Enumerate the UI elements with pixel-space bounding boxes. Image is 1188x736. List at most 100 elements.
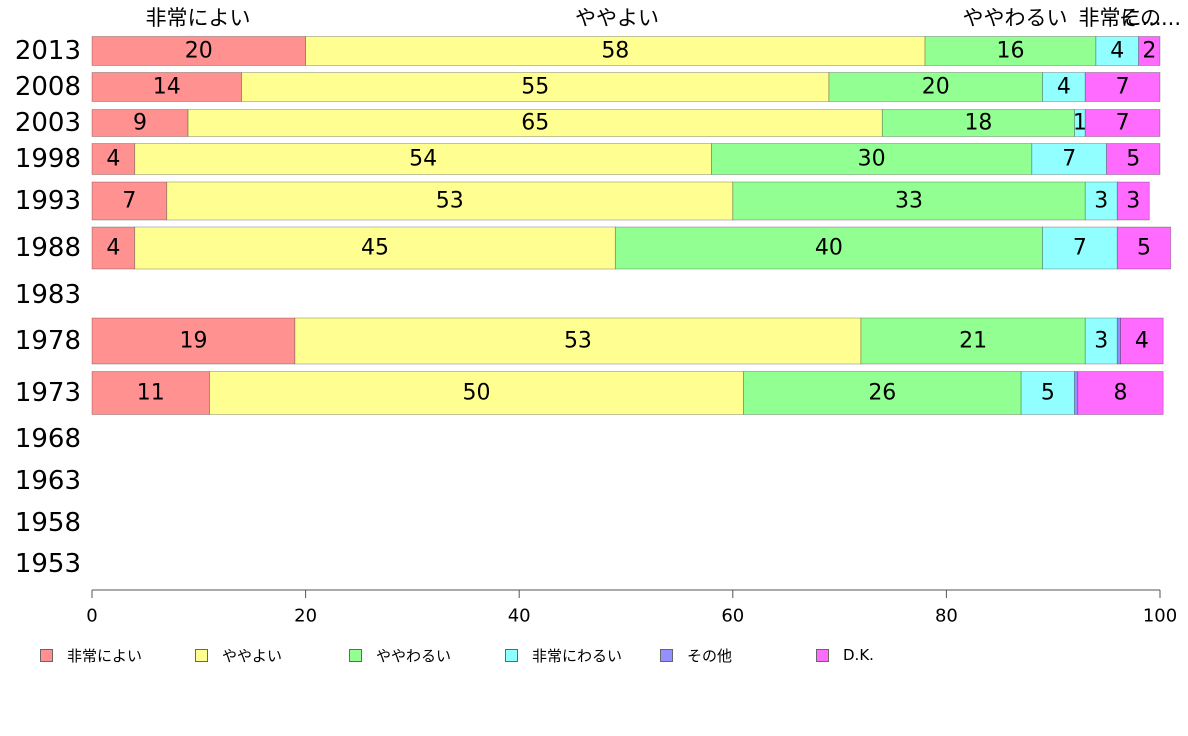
x-tick-label: 40 bbox=[508, 606, 531, 627]
bar-segment bbox=[1116, 226, 1172, 270]
bar-value-label: 4 bbox=[106, 236, 120, 261]
bar-segment bbox=[732, 181, 1086, 221]
bar-value-label: 30 bbox=[858, 147, 886, 172]
bar-segment bbox=[1084, 109, 1161, 137]
bar-segment bbox=[711, 143, 1033, 175]
bar-segment bbox=[1042, 226, 1118, 270]
legend-item: その他 bbox=[660, 644, 732, 666]
y-tick-label: 1993 bbox=[15, 186, 81, 216]
legend-swatch bbox=[505, 648, 518, 662]
y-tick-label: 1968 bbox=[15, 424, 81, 454]
bar-value-label: 7 bbox=[1116, 111, 1130, 136]
bar-value-label: 3 bbox=[1094, 189, 1108, 214]
bar-segment bbox=[91, 317, 296, 365]
bar-value-label: 5 bbox=[1041, 381, 1055, 406]
bar-segment bbox=[1074, 371, 1079, 415]
bar-value-label: 2 bbox=[1142, 39, 1156, 64]
bar-segment bbox=[1020, 371, 1075, 415]
top-category-label: その... bbox=[1119, 6, 1181, 30]
y-tick-label: 1963 bbox=[15, 466, 81, 496]
y-tick-label: 2013 bbox=[15, 36, 81, 66]
bar-value-label: 7 bbox=[1062, 147, 1076, 172]
top-category-label: 非常によい bbox=[146, 6, 251, 30]
bar-value-label: 8 bbox=[1113, 381, 1127, 406]
bar-value-label: 55 bbox=[521, 75, 549, 100]
bar-value-label: 4 bbox=[1057, 75, 1071, 100]
bar-segment bbox=[1084, 181, 1118, 221]
bar-value-label: 11 bbox=[137, 381, 165, 406]
bar-segment bbox=[91, 72, 242, 102]
bar-segment bbox=[1077, 371, 1164, 415]
legend-label: ややわるい bbox=[376, 646, 452, 665]
bar-value-label: 7 bbox=[122, 189, 136, 214]
bar-value-label: 19 bbox=[179, 329, 207, 354]
bar-segment bbox=[1138, 36, 1161, 66]
legend-label: 非常にわるい bbox=[532, 646, 623, 665]
bar-value-label: 65 bbox=[521, 111, 549, 136]
bar-value-label: 14 bbox=[153, 75, 181, 100]
x-tick-label: 100 bbox=[1143, 606, 1177, 627]
legend-label: ややよい bbox=[222, 646, 283, 665]
legend-swatch bbox=[349, 648, 362, 662]
bar-segment bbox=[1106, 143, 1161, 175]
bar-value-label: 4 bbox=[1110, 39, 1124, 64]
legend-swatch bbox=[40, 648, 53, 662]
y-tick-label: 2008 bbox=[15, 72, 81, 102]
bar-value-label: 5 bbox=[1137, 236, 1151, 261]
x-axis: 0 20 40 60 80 100 bbox=[86, 589, 1177, 627]
legend-label: D.K. bbox=[843, 646, 874, 664]
bar-segment bbox=[91, 143, 136, 175]
bar-value-label: 3 bbox=[1094, 329, 1108, 354]
bar-segment bbox=[91, 109, 189, 137]
bar-value-label: 5 bbox=[1126, 147, 1140, 172]
top-category-labels: 非常によい ややよい ややわるい 非常に...その... bbox=[146, 6, 1182, 30]
bar-segment bbox=[134, 143, 712, 175]
bar-segment bbox=[91, 36, 307, 66]
y-tick-label: 1958 bbox=[15, 508, 81, 538]
bar-segment bbox=[1116, 181, 1150, 221]
bar-value-label: 33 bbox=[895, 189, 923, 214]
bar-segment bbox=[828, 72, 1043, 102]
bar-value-label: 58 bbox=[601, 39, 629, 64]
x-tick-label: 0 bbox=[86, 606, 97, 627]
bar-segment bbox=[91, 371, 210, 415]
bar-segment bbox=[1031, 143, 1107, 175]
legend-item: D.K. bbox=[816, 644, 874, 666]
bar-value-label: 20 bbox=[922, 75, 950, 100]
y-tick-label: 1973 bbox=[15, 378, 81, 408]
legend-item: ややわるい bbox=[349, 644, 451, 666]
bar-segment bbox=[860, 317, 1086, 365]
bar-segment bbox=[134, 226, 616, 270]
bar-value-label: 18 bbox=[964, 111, 992, 136]
y-tick-label: 1978 bbox=[15, 326, 81, 356]
bar-value-label: 45 bbox=[361, 236, 389, 261]
top-category-label: 非常に... bbox=[1078, 6, 1161, 30]
bar-segment bbox=[1095, 36, 1140, 66]
bar-value-label: 1 bbox=[1073, 111, 1087, 136]
legend-item: ややよい bbox=[195, 644, 282, 666]
y-tick-label: 2003 bbox=[15, 108, 81, 138]
bar-segment bbox=[294, 317, 862, 365]
legend-item: 非常にわるい bbox=[505, 644, 622, 666]
bar-value-label: 3 bbox=[1126, 189, 1140, 214]
bar-value-label: 53 bbox=[436, 189, 464, 214]
bar-segment bbox=[1084, 72, 1161, 102]
bar-segment bbox=[241, 72, 830, 102]
legend-swatch bbox=[195, 648, 208, 662]
bar-area: 20 58 16 4 214 55 20 4 79 65 18 1 74 54 30 7 57 53 33 3 34 45… bbox=[91, 36, 1172, 415]
x-tick-label: 20 bbox=[294, 606, 317, 627]
y-tick-label: 1953 bbox=[15, 549, 81, 579]
bar-value-label: 4 bbox=[1135, 329, 1149, 354]
bar-segment bbox=[1084, 317, 1118, 365]
bar-segment bbox=[1042, 72, 1086, 102]
x-tick-label: 60 bbox=[721, 606, 744, 627]
legend-label: 非常によい bbox=[67, 646, 143, 665]
y-axis-labels: 2013 2008 2003 1998 1993 1988 1983 1978 1973 1968… bbox=[15, 36, 81, 579]
bar-segment bbox=[1120, 317, 1164, 365]
legend-item: 非常によい bbox=[40, 644, 142, 666]
bar-value-label: 53 bbox=[564, 329, 592, 354]
bar-value-label: 40 bbox=[815, 236, 843, 261]
y-tick-label: 1988 bbox=[15, 233, 81, 263]
bar-segment bbox=[187, 109, 883, 137]
